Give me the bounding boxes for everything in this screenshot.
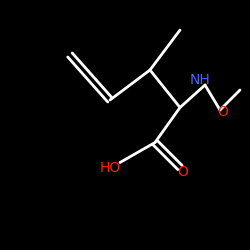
Text: NH: NH [190, 73, 210, 87]
Text: O: O [217, 106, 228, 120]
Text: O: O [177, 166, 188, 179]
Text: HO: HO [100, 160, 120, 174]
